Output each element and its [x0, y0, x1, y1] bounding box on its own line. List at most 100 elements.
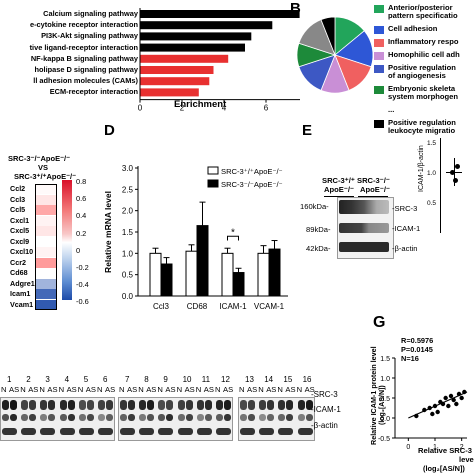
lane-number: 16	[302, 375, 312, 384]
blot-band-actin	[139, 428, 155, 435]
lane-n-label: N	[77, 385, 84, 394]
blot-band-icam1	[98, 414, 105, 421]
lane-as-label: AS	[203, 385, 214, 394]
blot-band-src3	[204, 400, 212, 410]
heatmap-gene-label: Cd68	[10, 268, 28, 277]
legend-label-line: of angiogenesis	[388, 71, 446, 80]
g-y-tick-label: 0.5	[380, 396, 390, 403]
blot-band-icam1	[278, 414, 286, 421]
blot-band-actin	[297, 428, 313, 435]
legend-swatch	[374, 26, 384, 34]
blot-band-actin	[78, 428, 94, 435]
lane-n-label: N	[239, 385, 245, 394]
legend-label-line: system morphogen	[388, 92, 459, 101]
g-data-point	[443, 395, 448, 401]
heatmap-cell	[35, 268, 57, 278]
genotype-col1-line2: ApoE⁻/⁻	[324, 185, 354, 194]
blot-band-actin	[2, 428, 17, 435]
side-tick-15: 1.5	[427, 140, 437, 147]
enrichment-bar	[140, 77, 210, 86]
lane-as-label: AS	[247, 385, 258, 394]
scale-tick-label: 0.8	[76, 177, 87, 186]
d-y-tick-label: 1.5	[122, 228, 134, 237]
heatmap-cell	[35, 215, 57, 226]
lane-n-label: N	[119, 385, 125, 394]
legend-label: Anterior/posterior pattern specificatio	[388, 4, 458, 20]
lane-n-label: N	[176, 385, 183, 394]
d-y-tick-label: 0.0	[122, 292, 134, 301]
d-category-label: Ccl3	[153, 302, 170, 311]
lane-as-label: AS	[127, 385, 138, 394]
blot-band-icam1	[59, 414, 67, 421]
enrichment-x-tick-label: 6	[264, 104, 269, 112]
legend-label: Inflammatory respo	[388, 38, 458, 46]
g-x-tick-label: 0	[406, 444, 410, 451]
lane-as-label: AS	[66, 385, 77, 394]
lane-number: 1	[7, 375, 12, 384]
blot-band-src3	[158, 400, 166, 410]
d-bar-ko	[268, 248, 281, 297]
blot-band-icam1	[248, 414, 255, 421]
lane-n-label: N	[97, 385, 103, 394]
lane-n-label: N	[20, 385, 26, 394]
heatmap-cell	[35, 194, 57, 205]
lane-n-as-labels: N AS N AS N AS N AS N AS N AS N AS N AS N AS N AS N AS N AS N AS N…	[0, 385, 345, 395]
d-y-tick-label: 3.0	[122, 164, 134, 173]
pathway-label: PI3K-Akt signaling pathway	[41, 31, 138, 41]
heatmap-title-3: SRC-3⁺/⁺ApoE⁻/⁻	[14, 172, 77, 181]
enrichment-bar	[140, 10, 300, 18]
blot-band-src3	[248, 400, 255, 410]
blot-band-src3	[216, 400, 223, 410]
blot-band-icam1	[216, 414, 223, 421]
blot-band-actin	[240, 428, 255, 435]
blot-band-icam1	[158, 414, 166, 421]
blot-band-icam1	[305, 414, 313, 421]
panel-d: D 0.0 0.5 1.0 1.5 2.0 2.5 3.0 Relative mRNA lev…	[100, 118, 300, 318]
d-bar-wt	[185, 250, 198, 297]
legend-swatch	[374, 5, 384, 13]
blot-band-src3	[29, 400, 37, 410]
blot-band-icam1	[78, 414, 86, 421]
go-legend: Anterior/posterior pattern specificatio Ce…	[374, 4, 474, 135]
g-y-tick-label: 1.5	[380, 356, 390, 363]
color-scale-bar	[62, 180, 72, 300]
d-legend-label-wt: SRC-3⁺/⁺ApoE⁻/⁻	[221, 167, 283, 176]
blot-band-src3	[120, 400, 127, 410]
pathway-label-list: Calcium signaling pathway e-cytokine rece…	[0, 8, 138, 128]
mrna-bar-chart: 0.0 0.5 1.0 1.5 2.0 2.5 3.0 Relative mRNA level…	[103, 164, 288, 311]
lane-as-label: AS	[165, 385, 176, 394]
blot-band-icam1	[86, 414, 94, 421]
blot-band-src3	[98, 400, 105, 410]
blot-band-icam1	[224, 414, 231, 421]
legend-swatch	[374, 52, 384, 60]
blot-band-src3	[297, 400, 305, 410]
blot-band-icam1	[286, 414, 294, 421]
heatmap-cell	[35, 226, 57, 236]
side-yaxis	[440, 138, 441, 233]
g-x-tick-label: 1	[433, 444, 437, 451]
heatmap-cell	[35, 184, 57, 194]
legend-label-line: Positive regulation	[388, 118, 456, 127]
legend-label: Embryonic skeleta system morphogen	[388, 85, 458, 101]
blot-band-icam1	[177, 414, 185, 421]
lane-as-label: AS	[184, 385, 195, 394]
side-ylabel: ICAM-1/β-actin	[418, 145, 425, 192]
g-regression-line	[408, 391, 468, 419]
d-y-tick-label: 2.0	[122, 207, 134, 216]
panel-g: G 1.5 1.0 0.5 0.0 -0.5 0 1 2 R=0.5976 P=0.0145 …	[345, 314, 474, 474]
blot-band-icam1	[10, 414, 17, 421]
heatmap-cell	[35, 236, 57, 247]
blot-band-icam1	[128, 414, 135, 421]
g-data-point	[454, 401, 459, 407]
genotype-col1-line1: SRC-3⁺/⁺	[322, 176, 355, 185]
blot-band-actin	[278, 428, 294, 435]
heatmap-cell	[35, 205, 57, 215]
blot-band-icam1	[106, 414, 113, 421]
g-data-point	[446, 403, 451, 409]
blot-band-icam1	[267, 414, 275, 421]
legend-swatch	[374, 86, 384, 94]
g-data-point	[462, 389, 467, 395]
lane-n-label: N	[1, 385, 7, 394]
blot-band-src3	[128, 400, 135, 410]
legend-label-line: Positive regulation	[388, 63, 456, 72]
